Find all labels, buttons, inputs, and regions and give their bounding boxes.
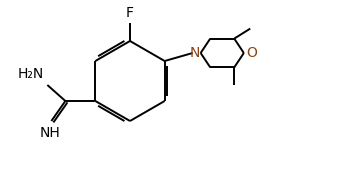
Text: O: O [246, 46, 257, 60]
Text: F: F [126, 6, 134, 20]
Text: H₂N: H₂N [18, 67, 44, 81]
Text: N: N [189, 46, 200, 60]
Text: NH: NH [40, 126, 61, 140]
